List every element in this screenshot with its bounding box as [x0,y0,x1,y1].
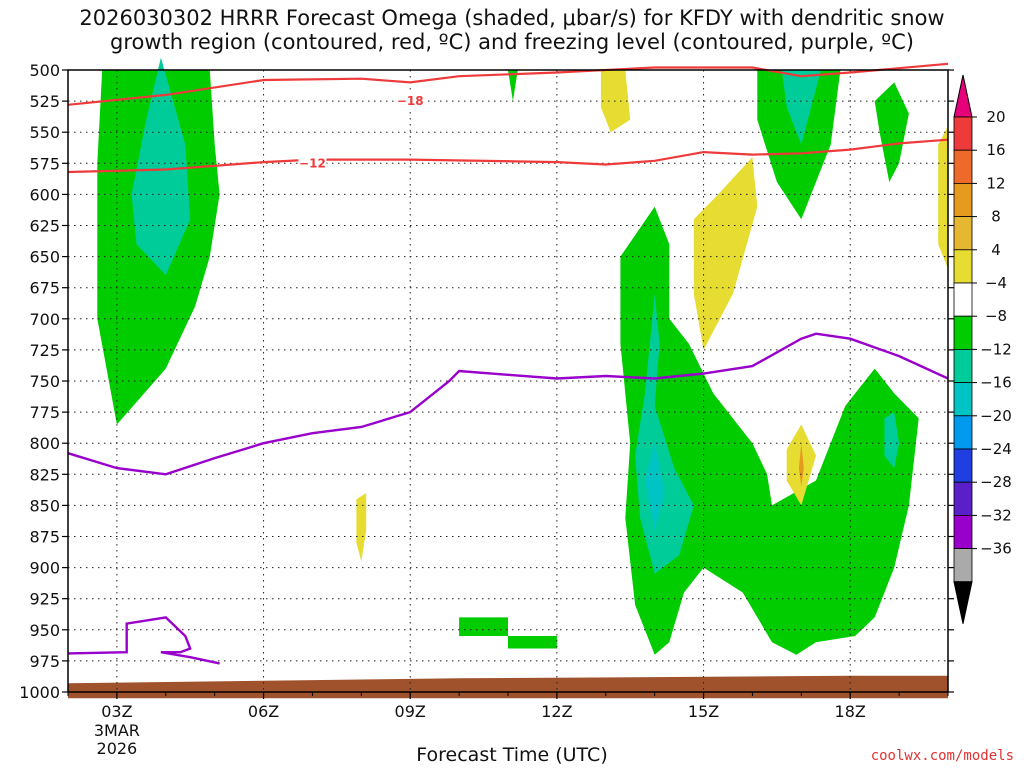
red-contour-label-0: −18 [397,94,424,108]
colorbar-swatch-10 [953,448,973,483]
y-tick-label-1000: 1000 [19,683,60,702]
colorbar-swatch-5 [953,282,973,317]
colorbar-label-12: −32 [980,506,1012,524]
date-year-label: 2026 [97,739,138,758]
date-day-label: 3MAR [94,721,140,740]
credit-link[interactable]: coolwx.com/models [870,748,1014,764]
colorbar-label-6: −8 [985,307,1007,325]
pressure-axis: 500 525 550 575 600 625 650 675 700 725 750 775 800 8… [19,61,954,702]
y-tick-label-800: 800 [29,434,60,453]
y-tick-label-975: 975 [29,652,60,671]
omega-region-8 [938,126,948,269]
colorbar-top-triangle [953,74,973,118]
y-tick-label-875: 875 [29,528,60,547]
x-tick-label-12: 12Z [541,702,572,721]
x-tick-label-15: 15Z [688,702,719,721]
red-contour-label-bg-0 [396,93,425,109]
colorbar-label-11: −28 [980,473,1012,491]
y-tick-label-650: 650 [29,248,60,267]
red-contour-1 [67,138,949,174]
colorbar-label-1: 16 [986,141,1005,159]
omega-region-14 [798,443,804,487]
y-tick-label-625: 625 [29,217,60,236]
colorbar-label-2: 12 [986,174,1005,192]
colorbar-label-8: −16 [980,374,1012,392]
x-tick-label-6: 06Z [248,702,279,721]
omega-region-3 [600,70,631,133]
omega-region-9 [620,206,919,655]
colorbar: 20 16 12 8 4 −4 −8 −12 −16 −20 −24 −28 −32 −36 [953,74,1012,624]
y-tick-label-500: 500 [29,61,60,80]
x-tick-label-3: 03Z [101,702,132,721]
y-tick-label-700: 700 [29,310,60,329]
colorbar-swatch-7 [953,348,973,383]
colorbar-swatch-1 [953,149,973,184]
colorbar-swatch-8 [953,382,973,417]
y-tick-label-725: 725 [29,341,60,360]
y-tick-label-525: 525 [29,92,60,111]
omega-region-4 [693,157,758,350]
colorbar-swatch-0 [953,116,973,151]
y-tick-label-600: 600 [29,185,60,204]
colorbar-swatch-2 [953,182,973,217]
colorbar-label-4: 4 [991,241,1001,259]
x-axis-label: Forecast Time (UTC) [416,744,608,766]
red-contour-label-bg-1 [298,155,327,171]
red-contour-label-1: −12 [299,156,326,170]
omega-region-11 [644,443,665,531]
y-tick-label-825: 825 [29,465,60,484]
y-tick-label-575: 575 [29,154,60,173]
y-tick-label-675: 675 [29,279,60,298]
omega-region-5 [757,70,841,220]
y-tick-label-550: 550 [29,123,60,142]
y-tick-label-775: 775 [29,403,60,422]
red-contour-0 [67,62,949,106]
colorbar-swatch-3 [953,216,973,251]
y-tick-label-900: 900 [29,559,60,578]
omega-region-16 [459,617,508,636]
colorbar-swatch-9 [953,415,973,450]
x-tick-label-9: 09Z [395,702,426,721]
colorbar-label-7: −12 [980,340,1012,358]
chart-title: 2026030302 HRRR Forecast Omega (shaded, … [0,6,1024,54]
colorbar-label-13: −36 [980,540,1012,558]
omega-region-7 [874,82,909,182]
omega-shading-layer [68,57,948,699]
colorbar-swatch-12 [953,515,973,550]
omega-region-15 [356,493,367,562]
chart-title-line1: 2026030302 HRRR Forecast Omega (shaded, … [79,6,945,30]
colorbar-swatch-11 [953,481,973,516]
omega-region-2 [508,70,518,102]
y-tick-label-850: 850 [29,496,60,515]
contour-layer: −18 −12 [67,62,949,665]
omega-region-1 [131,57,191,276]
y-tick-label-925: 925 [29,590,60,609]
colorbar-label-3: 8 [991,208,1001,226]
colorbar-swatch-13 [953,548,973,583]
omega-region-6 [781,70,821,145]
omega-region-17 [508,636,557,649]
y-tick-label-750: 750 [29,372,60,391]
purple-contour-0 [67,332,949,476]
x-tick-label-18: 18Z [835,702,866,721]
colorbar-label-10: −24 [980,440,1012,458]
chart-title-line2: growth region (contoured, red, ºC) and f… [110,30,914,54]
colorbar-bottom-triangle [953,581,973,624]
colorbar-swatch-4 [953,249,973,284]
colorbar-label-9: −20 [980,407,1012,425]
purple-contour-1 [67,616,220,665]
y-tick-label-950: 950 [29,621,60,640]
colorbar-swatch-6 [953,315,973,350]
colorbar-label-0: 20 [986,108,1005,126]
omega-region-12 [884,412,900,469]
colorbar-label-5: −4 [985,274,1007,292]
